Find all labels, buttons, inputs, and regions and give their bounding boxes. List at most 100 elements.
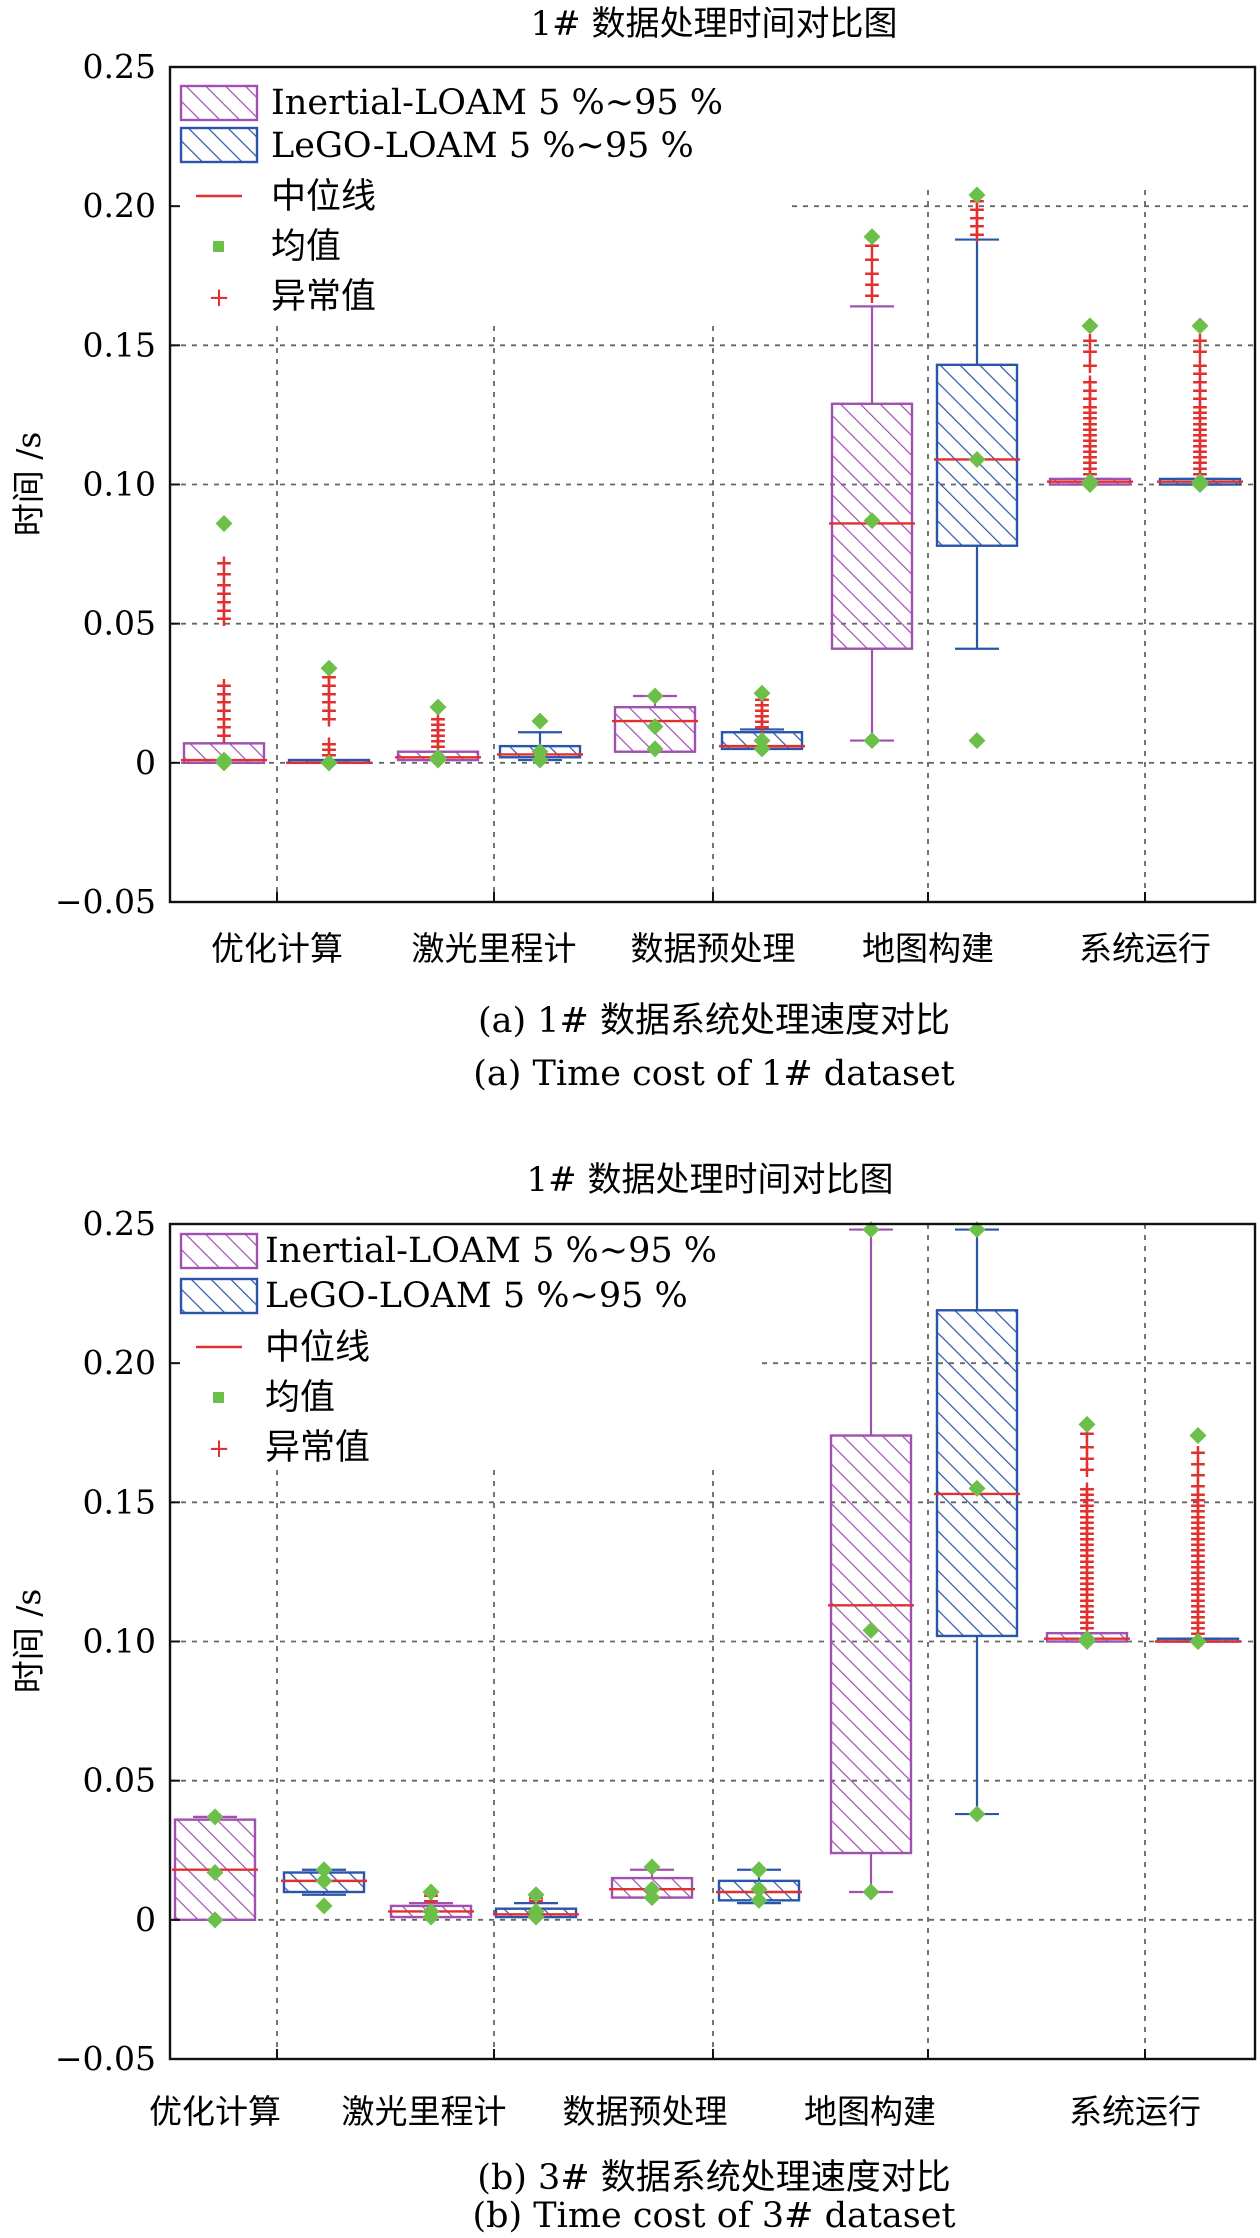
outlier-mark: +: [1189, 1488, 1207, 1514]
outlier-mark: +: [1189, 1440, 1207, 1466]
outlier-mark: +: [1189, 1543, 1207, 1569]
mean-point: [1078, 1630, 1096, 1648]
box-lego-3: [934, 1221, 1020, 1823]
outlier-mark: +: [1081, 395, 1099, 421]
mean-point: [1189, 1633, 1207, 1650]
max-point: [750, 1861, 768, 1879]
outlier-mark: +: [1081, 353, 1099, 379]
x-tick-label: 优化计算: [211, 929, 343, 968]
outlier-mark: +: [863, 283, 881, 309]
outlier-mark: +: [1189, 1538, 1207, 1564]
outlier-mark: +: [1191, 417, 1209, 443]
box-lego-0: +++++++++: [286, 659, 372, 772]
outlier-mark: +: [1191, 361, 1209, 387]
outlier-mark: +: [1189, 1451, 1207, 1477]
caption-en: (b) Time cost of 3# dataset: [472, 2196, 955, 2236]
outlier-mark: +: [1078, 1435, 1096, 1461]
mean-point: [862, 1621, 880, 1639]
outlier-mark: +: [429, 717, 447, 743]
y-tick-label: −0.05: [55, 2039, 156, 2078]
y-axis-label: 时间 /s: [9, 1589, 48, 1694]
outlier-mark: +: [1189, 1554, 1207, 1580]
outlier-mark: +: [1189, 1604, 1207, 1630]
outlier-mark: +: [753, 715, 771, 741]
grid-lines: [170, 190, 1255, 902]
outlier-mark: +: [1191, 395, 1209, 421]
outlier-mark: +: [215, 589, 233, 615]
outlier-mark: +: [215, 681, 233, 707]
outlier-mark: +: [1189, 1482, 1207, 1508]
y-axis-ticks: −0.05 0 0.05 0.10 0.15 0.20 0.25: [55, 47, 180, 921]
outlier-mark: +: [1191, 370, 1209, 396]
outlier-mark: +: [1081, 339, 1099, 365]
mean-point: [527, 1902, 545, 1920]
box-lego-2: [716, 1861, 802, 1909]
outlier-mark: +: [1078, 1515, 1096, 1541]
outlier-mark: +: [1189, 1577, 1207, 1603]
outlier-mark: +: [1081, 417, 1099, 443]
x-axis-ticks: 优化计算 激光里程计 数据预处理 地图构建 系统运行: [149, 2049, 1201, 2131]
outlier-mark: +: [753, 692, 771, 718]
outlier-mark: +: [1081, 411, 1099, 437]
chart-b: 1# 数据处理时间对比图 +++++++++++++++++++++++++++…: [9, 1160, 1257, 2236]
chart-a: 1# 数据处理时间对比图 +++++++++++++++++++++++++++…: [9, 4, 1257, 1094]
outlier-mark: +: [320, 731, 338, 757]
mean-point: [320, 754, 338, 772]
legend: Inertial-LOAM 5 %~95 % LeGO-LOAM 5 %~95 …: [179, 1231, 717, 1468]
min-point: [750, 1891, 768, 1909]
outlier-mark: +: [1189, 1510, 1207, 1536]
outlier-mark: +: [1081, 378, 1099, 404]
max-point: [531, 712, 549, 730]
plot-marks: ++++++++++++++++++++++++++++++++++++++++…: [172, 1221, 1241, 1929]
max-point: [643, 1858, 661, 1876]
outlier-mark: +: [1191, 386, 1209, 412]
box-inertial-1: ++++++: [395, 698, 481, 769]
mean-point: [863, 512, 881, 530]
outlier-mark: +: [1191, 406, 1209, 432]
min-point: [968, 1805, 986, 1823]
outlier-mark: +: [1189, 1521, 1207, 1547]
outlier-mark: +: [1081, 439, 1099, 465]
min-point: [862, 1883, 880, 1901]
outlier-mark: +: [1191, 445, 1209, 471]
y-tick-label: 0.15: [83, 1482, 156, 1521]
outlier-mark: +: [1078, 1549, 1096, 1575]
outlier-mark: +: [1078, 1599, 1096, 1625]
outlier-mark: +: [1189, 1463, 1207, 1489]
outlier-mark: +: [1078, 1582, 1096, 1608]
box-lego-3: +++++: [934, 186, 1020, 750]
outlier-mark: +: [1078, 1532, 1096, 1558]
mean-point: [531, 743, 549, 761]
y-tick-label: 0.05: [83, 604, 156, 643]
outlier-mark: +: [1078, 1504, 1096, 1530]
box-lego-1: ++: [493, 1886, 579, 1926]
outlier-mark: +: [215, 562, 233, 588]
outlier-mark: +: [429, 723, 447, 749]
outlier-mark: +: [1078, 1593, 1096, 1619]
outlier-mark: +: [1078, 1554, 1096, 1580]
outlier-mark: +: [1078, 1604, 1096, 1630]
x-tick-label: 地图构建: [862, 929, 994, 968]
y-tick-label: 0.10: [83, 465, 156, 504]
legend-swatch-lego: [179, 126, 259, 164]
box-inertial-4: +++++++++++++++++++: [1047, 317, 1133, 493]
x-tick-label: 激光里程计: [412, 929, 577, 968]
caption-cn: (b) 3# 数据系统处理速度对比: [477, 2158, 951, 2198]
min-point: [315, 1897, 333, 1915]
box-iqr: [829, 1434, 913, 1855]
plot-marks: ++++++++++++++++++++++++++++++++++++++++…: [181, 186, 1243, 772]
max-point: [863, 228, 881, 246]
y-tick-label: 0.25: [83, 47, 156, 86]
outlier-mark: +: [215, 698, 233, 724]
legend-label-lego: LeGO-LOAM 5 %~95 %: [271, 126, 694, 166]
outlier-mark: +: [1191, 434, 1209, 460]
max-point: [1078, 1415, 1096, 1433]
box-inertial-3: +++++: [829, 228, 915, 750]
outlier-mark: +: [1189, 1560, 1207, 1586]
outlier-mark: +: [429, 712, 447, 738]
legend-swatch-mean: [213, 241, 224, 252]
outlier-mark: +: [1191, 439, 1209, 465]
outlier-mark: +: [1191, 353, 1209, 379]
mean-point: [215, 751, 233, 769]
box-inertial-4: ++++++++++++++++++++++++++++++: [1044, 1415, 1130, 1650]
